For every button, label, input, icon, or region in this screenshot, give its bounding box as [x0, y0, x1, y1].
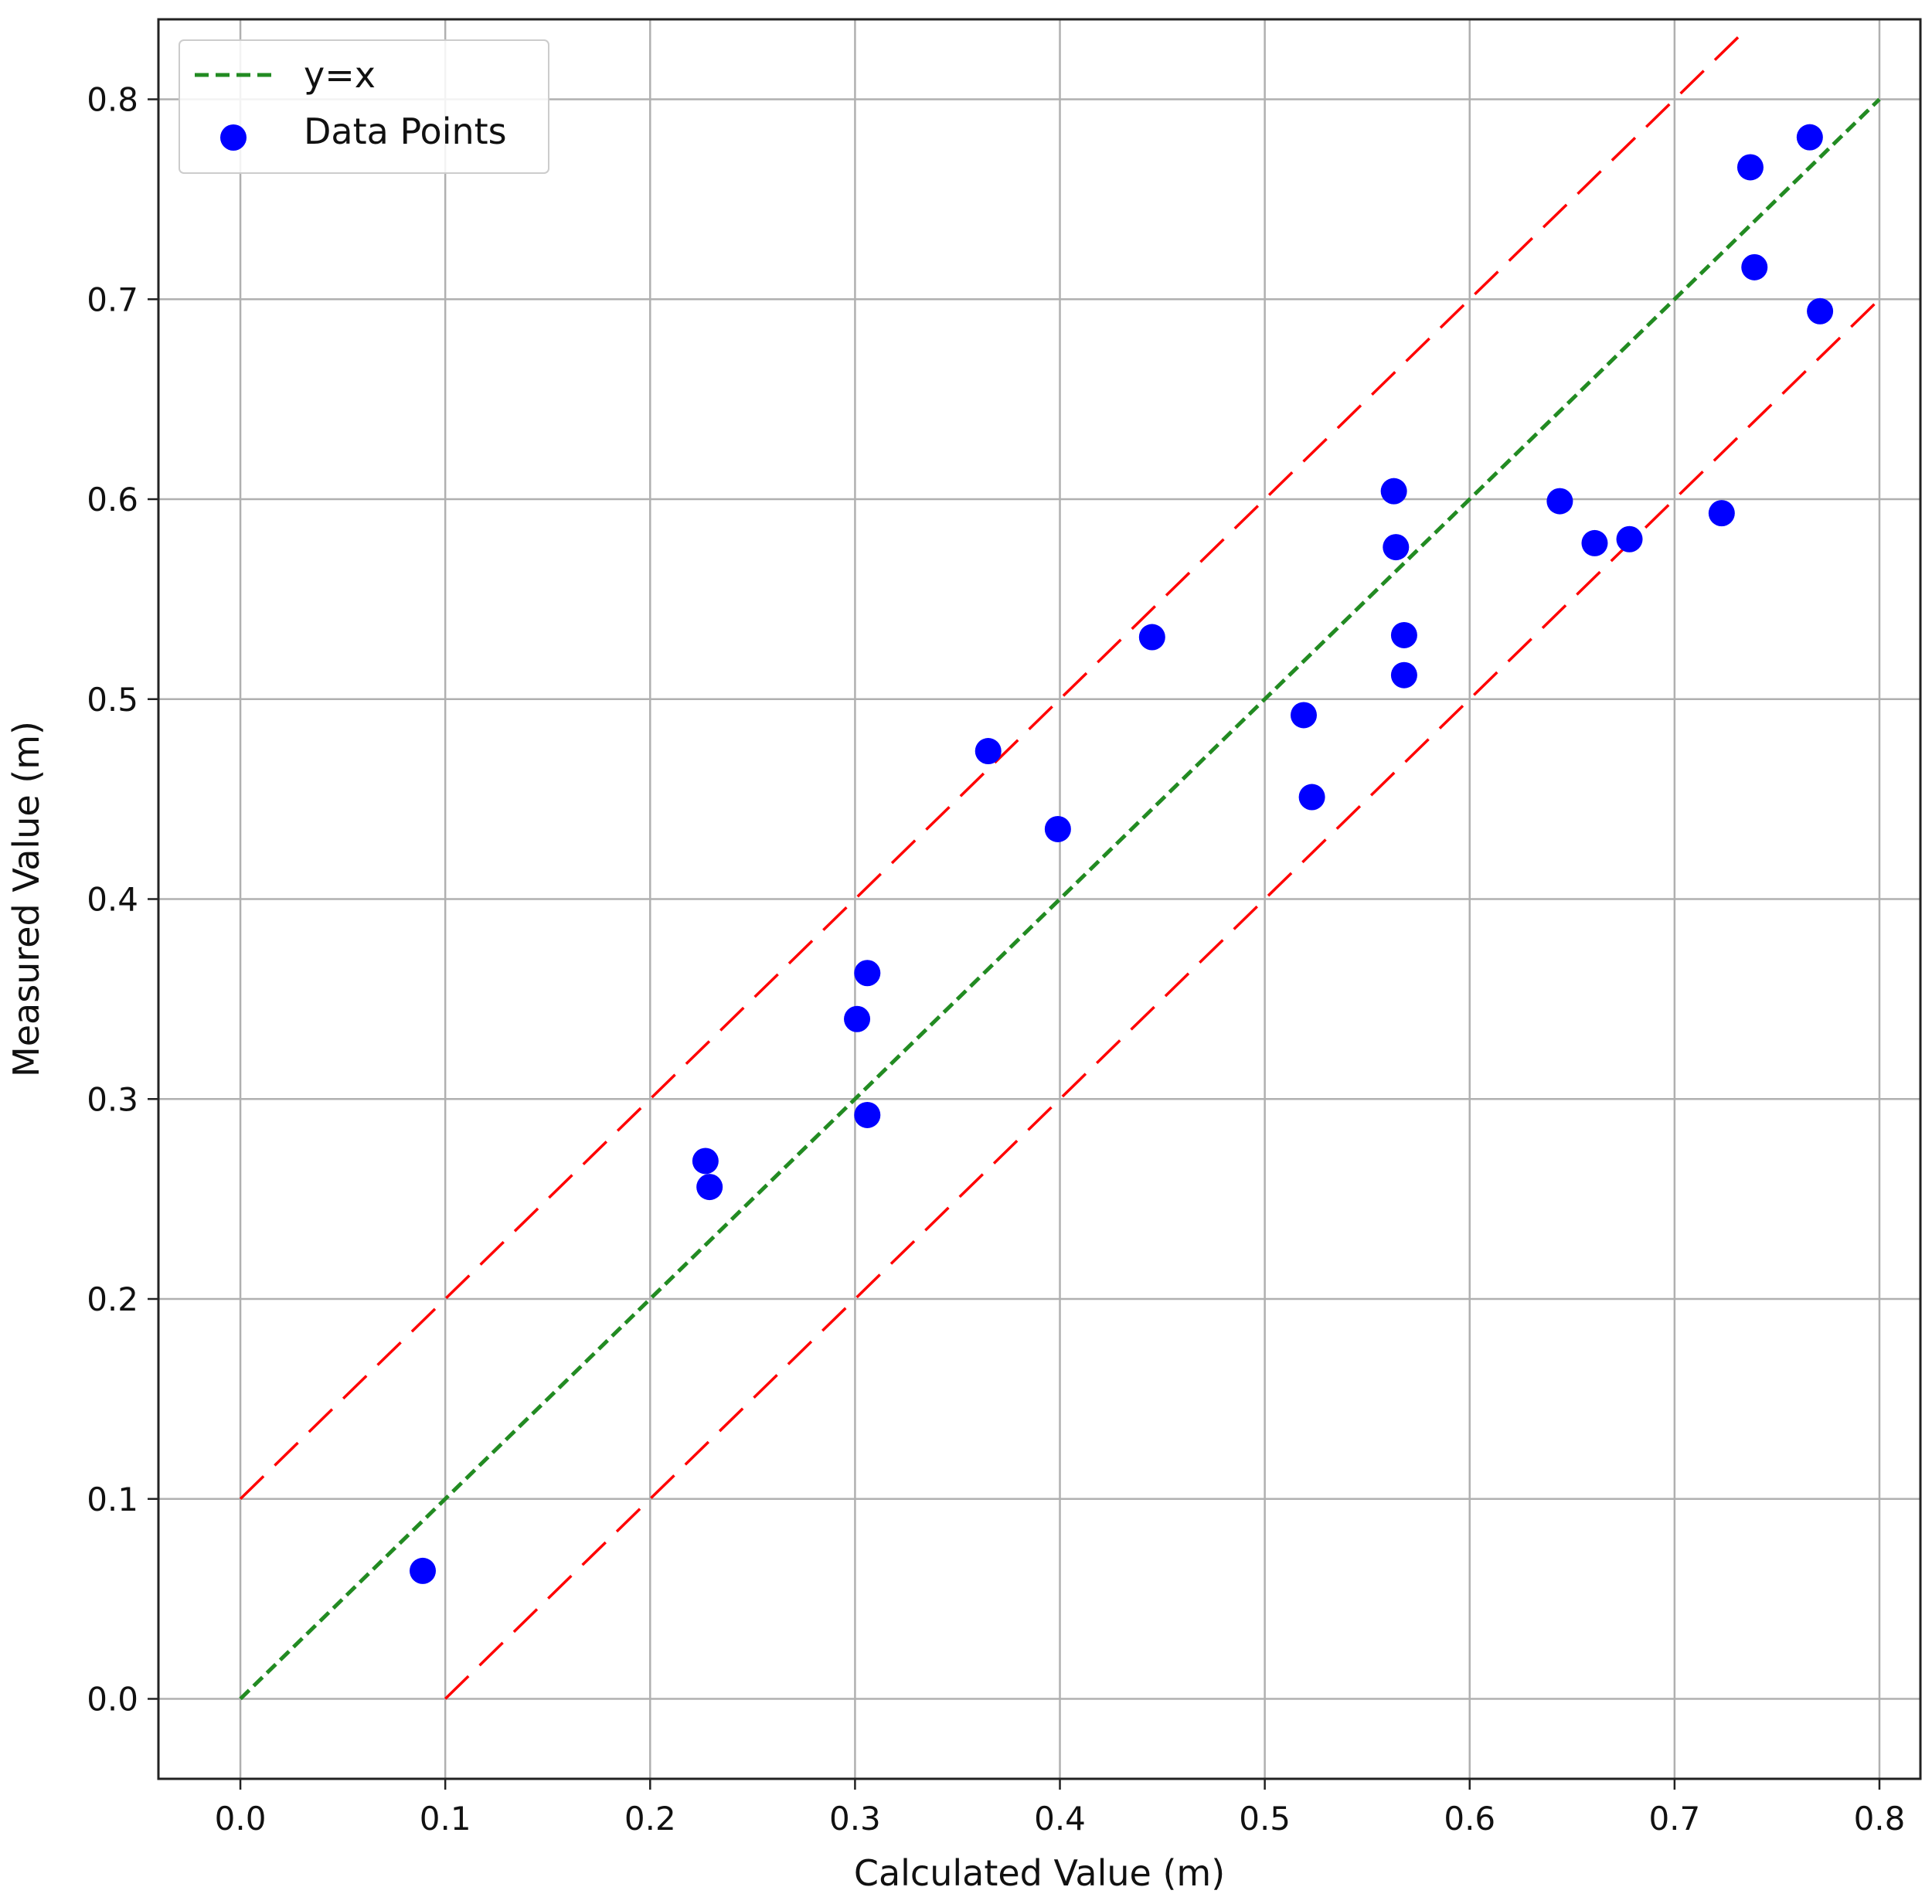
y-tick-label: 0.0: [87, 1681, 138, 1719]
y-tick-label: 0.4: [87, 881, 138, 919]
y-tick-label: 0.3: [87, 1080, 138, 1118]
error-band-line: [239, 26, 1750, 1501]
legend-marker-swatch: [220, 124, 247, 151]
legend-label-data-points: Data Points: [304, 110, 507, 152]
y-tick-label: 0.2: [87, 1280, 138, 1318]
y-axis-title: Measured Value (m): [5, 721, 47, 1077]
grid: [158, 19, 1920, 1779]
data-point: [854, 1101, 881, 1128]
data-point: [1581, 529, 1608, 556]
data-point: [1383, 534, 1410, 561]
legend-box: [179, 39, 549, 174]
data-point: [844, 1005, 871, 1032]
identity-line: [239, 97, 1881, 1701]
data-point: [1616, 525, 1643, 552]
data-point: [1741, 253, 1768, 280]
data-point: [1044, 815, 1071, 842]
legend-label-yx: y=x: [304, 54, 376, 96]
x-tick-label: 0.0: [215, 1800, 267, 1838]
data-point: [1807, 298, 1834, 325]
reference-lines: [239, 26, 1881, 1701]
data-point: [1291, 702, 1317, 729]
data-point: [1546, 488, 1573, 515]
data-points: [410, 124, 1834, 1584]
data-point: [1390, 661, 1417, 688]
data-point: [1708, 500, 1735, 527]
y-tick-label: 0.7: [87, 280, 138, 318]
x-tick-label: 0.2: [624, 1800, 676, 1838]
data-point: [692, 1148, 719, 1175]
data-point: [410, 1557, 436, 1584]
data-point: [1298, 784, 1325, 811]
error-band-line: [444, 298, 1881, 1700]
data-point: [1796, 124, 1823, 151]
data-point: [854, 960, 881, 987]
x-tick-label: 0.8: [1854, 1800, 1906, 1838]
x-tick-label: 0.1: [420, 1800, 471, 1838]
legend: y=x Data Points: [179, 39, 549, 174]
data-point: [975, 738, 1002, 765]
data-point: [1736, 154, 1764, 181]
x-axis-title: Calculated Value (m): [854, 1852, 1225, 1894]
y-tick-label: 0.6: [87, 481, 138, 518]
y-tick-label: 0.5: [87, 681, 138, 719]
data-point: [1138, 624, 1165, 651]
x-tick-label: 0.4: [1034, 1800, 1086, 1838]
x-tick-label: 0.7: [1648, 1800, 1700, 1838]
data-point: [1380, 478, 1407, 505]
data-point: [696, 1174, 723, 1201]
y-tick-label: 0.8: [87, 81, 138, 119]
y-tick-label: 0.1: [87, 1481, 138, 1518]
axis-ticks: 0.0 0.1 0.2 0.3 0.4 0.5 0.6 0.7 0.8 0.0 0.1 0.2 0.3 0…: [87, 81, 1905, 1838]
data-point: [1390, 621, 1417, 648]
x-tick-label: 0.5: [1239, 1800, 1291, 1838]
x-tick-label: 0.6: [1444, 1800, 1495, 1838]
x-tick-label: 0.3: [829, 1800, 881, 1838]
